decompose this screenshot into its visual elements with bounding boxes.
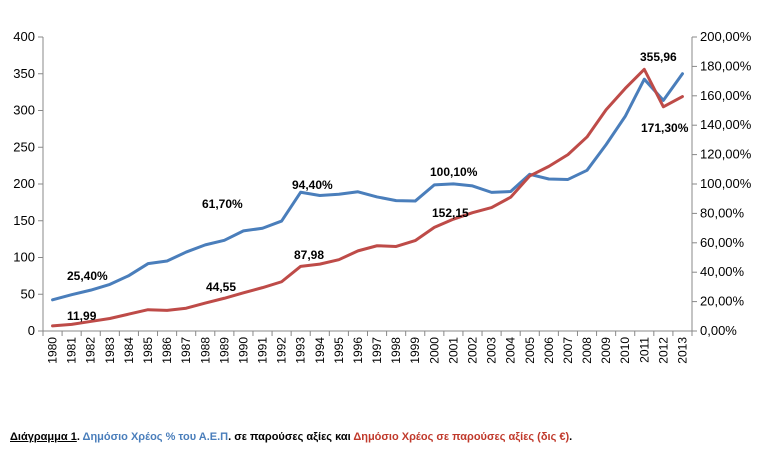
annotations: 25,40% 11,99 61,70% 44,55 94,40% 87,98 1…	[67, 50, 689, 323]
x-tick-label: 2003	[485, 337, 499, 364]
annotation-11-99: 11,99	[67, 309, 97, 323]
x-tick-label: 2009	[599, 337, 613, 364]
caption-mid-text: . σε παρούσες αξίες και	[228, 431, 354, 443]
x-tick-label: 2004	[504, 337, 518, 364]
x-tick-label: 1987	[179, 337, 193, 364]
annotation-100-10: 100,10%	[430, 165, 478, 179]
line-chart: 0 50 100 150 200 250 300 350 400 0,00% 20,00% 40,0…	[13, 29, 752, 364]
x-tick-label: 1998	[389, 337, 403, 364]
right-y-axis: 0,00% 20,00% 40,00% 60,00% 80,00% 100,00% 120,…	[691, 29, 752, 338]
left-tick-label: 350	[13, 66, 35, 81]
x-axis: 1980 1981 1982 1983 1984 1985 1986 1987 1988 1989…	[42, 330, 693, 364]
left-tick-label: 200	[13, 176, 35, 191]
x-tick-label: 1980	[46, 337, 60, 364]
caption-end: .	[569, 431, 573, 443]
x-tick-label: 2000	[427, 337, 441, 364]
caption-sep: .	[76, 431, 83, 443]
right-tick-label: 140,00%	[700, 117, 752, 132]
x-tick-label: 1989	[217, 337, 231, 364]
right-tick-label: 200,00%	[700, 29, 752, 44]
x-tick-label: 1983	[103, 337, 117, 364]
left-tick-label: 100	[13, 250, 35, 265]
right-tick-label: 60,00%	[700, 235, 745, 250]
x-tick-label: 1984	[122, 337, 136, 364]
x-tick-label: 2013	[675, 337, 689, 364]
figure-caption: Διάγραμμα 1. Δημόσιο Χρέος % του Α.Ε.Π. …	[10, 431, 572, 443]
x-tick-label: 2006	[542, 337, 556, 364]
x-tick-label: 1982	[84, 337, 98, 364]
x-tick-label: 2002	[465, 337, 479, 364]
series-line-debt-billion-eur	[51, 67, 684, 328]
right-tick-label: 120,00%	[700, 147, 752, 162]
right-tick-label: 80,00%	[700, 205, 745, 220]
right-tick-label: 0,00%	[700, 323, 737, 338]
caption-red-text: Δημόσιο Χρέος σε παρούσες αξίες (δις €)	[353, 431, 570, 443]
annotation-152-15: 152,15	[432, 206, 469, 220]
annotation-25-40: 25,40%	[67, 269, 108, 283]
right-tick-label: 100,00%	[700, 176, 752, 191]
right-tick-label: 20,00%	[700, 294, 745, 309]
x-tick-label: 2011	[637, 337, 651, 363]
x-tick-label: 2012	[656, 337, 670, 364]
x-tick-label: 1995	[332, 337, 346, 364]
x-tick-label: 1988	[198, 337, 212, 364]
right-tick-label: 160,00%	[700, 88, 752, 103]
left-tick-label: 250	[13, 139, 35, 154]
left-tick-label: 150	[13, 213, 35, 228]
left-tick-label: 0	[28, 323, 35, 338]
x-tick-label: 1999	[408, 337, 422, 364]
x-tick-label: 1991	[256, 337, 270, 364]
series-line-debt-pct-gdp	[51, 72, 684, 302]
annotation-94-40: 94,40%	[292, 178, 333, 192]
left-y-axis: 0 50 100 150 200 250 300 350 400	[13, 29, 44, 338]
annotation-61-70: 61,70%	[202, 197, 243, 211]
left-tick-label: 50	[21, 286, 35, 301]
x-tick-label: 2010	[618, 337, 632, 364]
x-tick-label: 1992	[275, 337, 289, 364]
x-tick-label: 1993	[294, 337, 308, 364]
x-tick-label: 2005	[523, 337, 537, 364]
x-tick-label: 1981	[65, 337, 79, 364]
annotation-171-30: 171,30%	[641, 121, 689, 135]
right-tick-label: 40,00%	[700, 264, 745, 279]
x-tick-label: 1994	[313, 337, 327, 364]
x-tick-label: 1996	[351, 337, 365, 364]
x-tick-label: 1985	[141, 337, 155, 364]
x-tick-label: 1990	[236, 337, 250, 364]
x-tick-label: 2008	[580, 337, 594, 364]
left-tick-label: 400	[13, 29, 35, 44]
x-tick-label: 2001	[446, 337, 460, 364]
caption-label: Διάγραμμα 1	[10, 431, 77, 443]
series-layer	[51, 67, 684, 328]
annotation-44-55: 44,55	[206, 280, 236, 294]
x-tick-label: 1986	[160, 337, 174, 364]
annotation-87-98: 87,98	[294, 248, 324, 262]
annotation-355-96: 355,96	[640, 50, 677, 64]
left-tick-label: 300	[13, 103, 35, 118]
right-tick-label: 180,00%	[700, 58, 752, 73]
x-tick-label: 1997	[370, 337, 384, 364]
caption-blue-text: Δημόσιο Χρέος % του Α.Ε.Π	[82, 431, 229, 443]
x-tick-label: 2007	[561, 337, 575, 364]
